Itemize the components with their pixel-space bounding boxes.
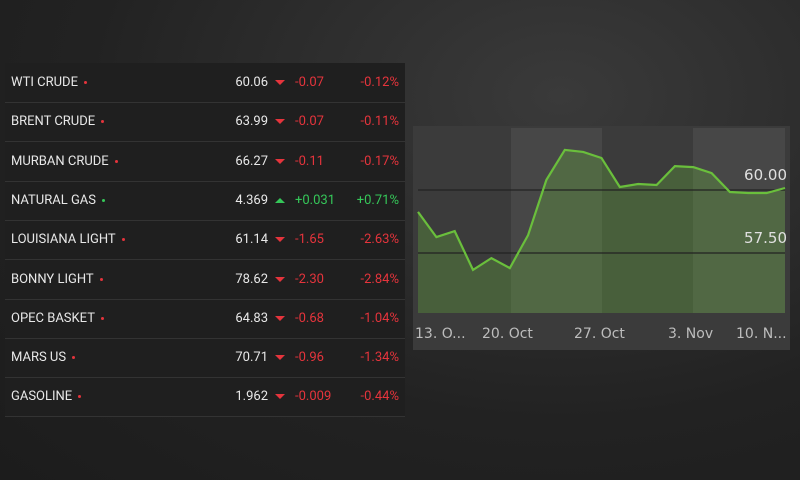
quote-row: BONNY LIGHT 78.62 -2.30 -2.84% <box>5 260 405 300</box>
direction-arrow <box>275 158 285 164</box>
price: 78.62 <box>235 271 268 287</box>
price: 63.99 <box>235 114 268 130</box>
change: -0.68 <box>295 310 324 326</box>
change-percent: -0.17% <box>360 153 399 169</box>
direction-arrow <box>275 237 285 243</box>
change: -2.30 <box>295 271 324 287</box>
change: -0.009 <box>295 389 332 405</box>
price: 60.06 <box>235 75 268 90</box>
instrument-name: NATURAL GAS <box>11 181 106 220</box>
week-band <box>511 128 602 313</box>
change: -0.11 <box>295 153 324 169</box>
quote-row: WTI CRUDE 60.06 -0.07 -0.12% <box>5 63 405 103</box>
status-dot <box>99 277 103 281</box>
quote-row: MARS US 70.71 -0.96 -1.34% <box>5 338 405 379</box>
price-line <box>417 148 786 272</box>
x-tick-label: 3. Nov <box>668 326 713 342</box>
status-dot <box>102 198 106 202</box>
change-percent: -1.04% <box>360 310 399 326</box>
instrument-label: NATURAL GAS <box>11 192 97 208</box>
x-tick-label: 27. Oct <box>574 326 625 342</box>
change-percent: -2.63% <box>360 232 399 248</box>
instrument-name: BRENT CRUDE <box>11 102 105 141</box>
week-band <box>693 128 785 313</box>
y-tick-label: 57.50 <box>744 229 787 247</box>
instrument-name: LOUISIANA LIGHT <box>11 220 125 259</box>
direction-arrow <box>275 394 285 400</box>
x-tick-label: 10. N... <box>736 326 787 342</box>
instrument-name: WTI CRUDE <box>11 63 87 102</box>
status-dot <box>83 81 87 85</box>
direction-arrow <box>275 315 285 321</box>
direction-arrow <box>275 119 285 125</box>
price: 64.83 <box>235 310 268 326</box>
quote-row: NATURAL GAS 4.369 +0.031 +0.71% <box>5 181 405 221</box>
area-fill <box>418 149 785 313</box>
direction-arrow <box>275 276 285 282</box>
change-percent: -0.11% <box>360 114 399 130</box>
instrument-name: GASOLINE <box>11 377 82 416</box>
price: 1.962 <box>235 389 268 405</box>
direction-arrow <box>275 197 285 203</box>
x-tick-label: 20. Oct <box>482 326 533 342</box>
instrument-label: MURBAN CRUDE <box>11 153 109 169</box>
quote-row: GASOLINE 1.962 -0.009 -0.44% <box>5 377 405 418</box>
price-chart: 57.50 60.00 13. O... 20. Oct 27. Oct 3. Nov 10… <box>413 126 790 350</box>
instrument-label: BRENT CRUDE <box>11 114 96 130</box>
instrument-name: BONNY LIGHT <box>11 260 103 299</box>
status-dot <box>121 238 125 242</box>
status-dot <box>101 120 105 124</box>
instrument-label: OPEC BASKET <box>11 310 95 326</box>
change: -0.07 <box>295 75 324 90</box>
direction-arrow <box>275 355 285 361</box>
price: 4.369 <box>235 192 268 208</box>
price: 70.71 <box>235 350 268 366</box>
x-tick-label: 13. O... <box>415 326 466 342</box>
quote-row: OPEC BASKET 64.83 -0.68 -1.04% <box>5 299 405 339</box>
change-percent: +0.71% <box>356 192 399 208</box>
status-dot <box>114 159 118 163</box>
change: +0.031 <box>295 192 336 208</box>
change: -0.96 <box>295 350 324 366</box>
y-tick-label: 60.00 <box>744 166 787 184</box>
change-percent: -2.84% <box>360 271 399 287</box>
quote-row: MURBAN CRUDE 66.27 -0.11 -0.17% <box>5 142 405 182</box>
instrument-label: WTI CRUDE <box>11 75 78 90</box>
instrument-label: MARS US <box>11 350 67 366</box>
direction-arrow <box>275 80 285 85</box>
instrument-label: GASOLINE <box>11 389 73 405</box>
instrument-label: BONNY LIGHT <box>11 271 94 287</box>
status-dot <box>100 316 104 320</box>
status-dot <box>78 395 82 399</box>
change: -0.07 <box>295 114 324 130</box>
change-percent: -0.12% <box>360 75 399 90</box>
change: -1.65 <box>295 232 324 248</box>
instrument-name: MARS US <box>11 338 76 377</box>
instrument-name: MURBAN CRUDE <box>11 142 118 181</box>
change-percent: -0.44% <box>360 389 399 405</box>
price: 66.27 <box>235 153 268 169</box>
instrument-label: LOUISIANA LIGHT <box>11 232 116 248</box>
price: 61.14 <box>235 232 268 248</box>
quotes-table: WTI CRUDE 60.06 -0.07 -0.12% BRENT CRUDE 63.9… <box>5 63 405 418</box>
quote-row: LOUISIANA LIGHT 61.14 -1.65 -2.63% <box>5 220 405 261</box>
instrument-name: OPEC BASKET <box>11 299 104 338</box>
change-percent: -1.34% <box>360 350 399 366</box>
quote-row: BRENT CRUDE 63.99 -0.07 -0.11% <box>5 102 405 143</box>
status-dot <box>72 356 76 360</box>
